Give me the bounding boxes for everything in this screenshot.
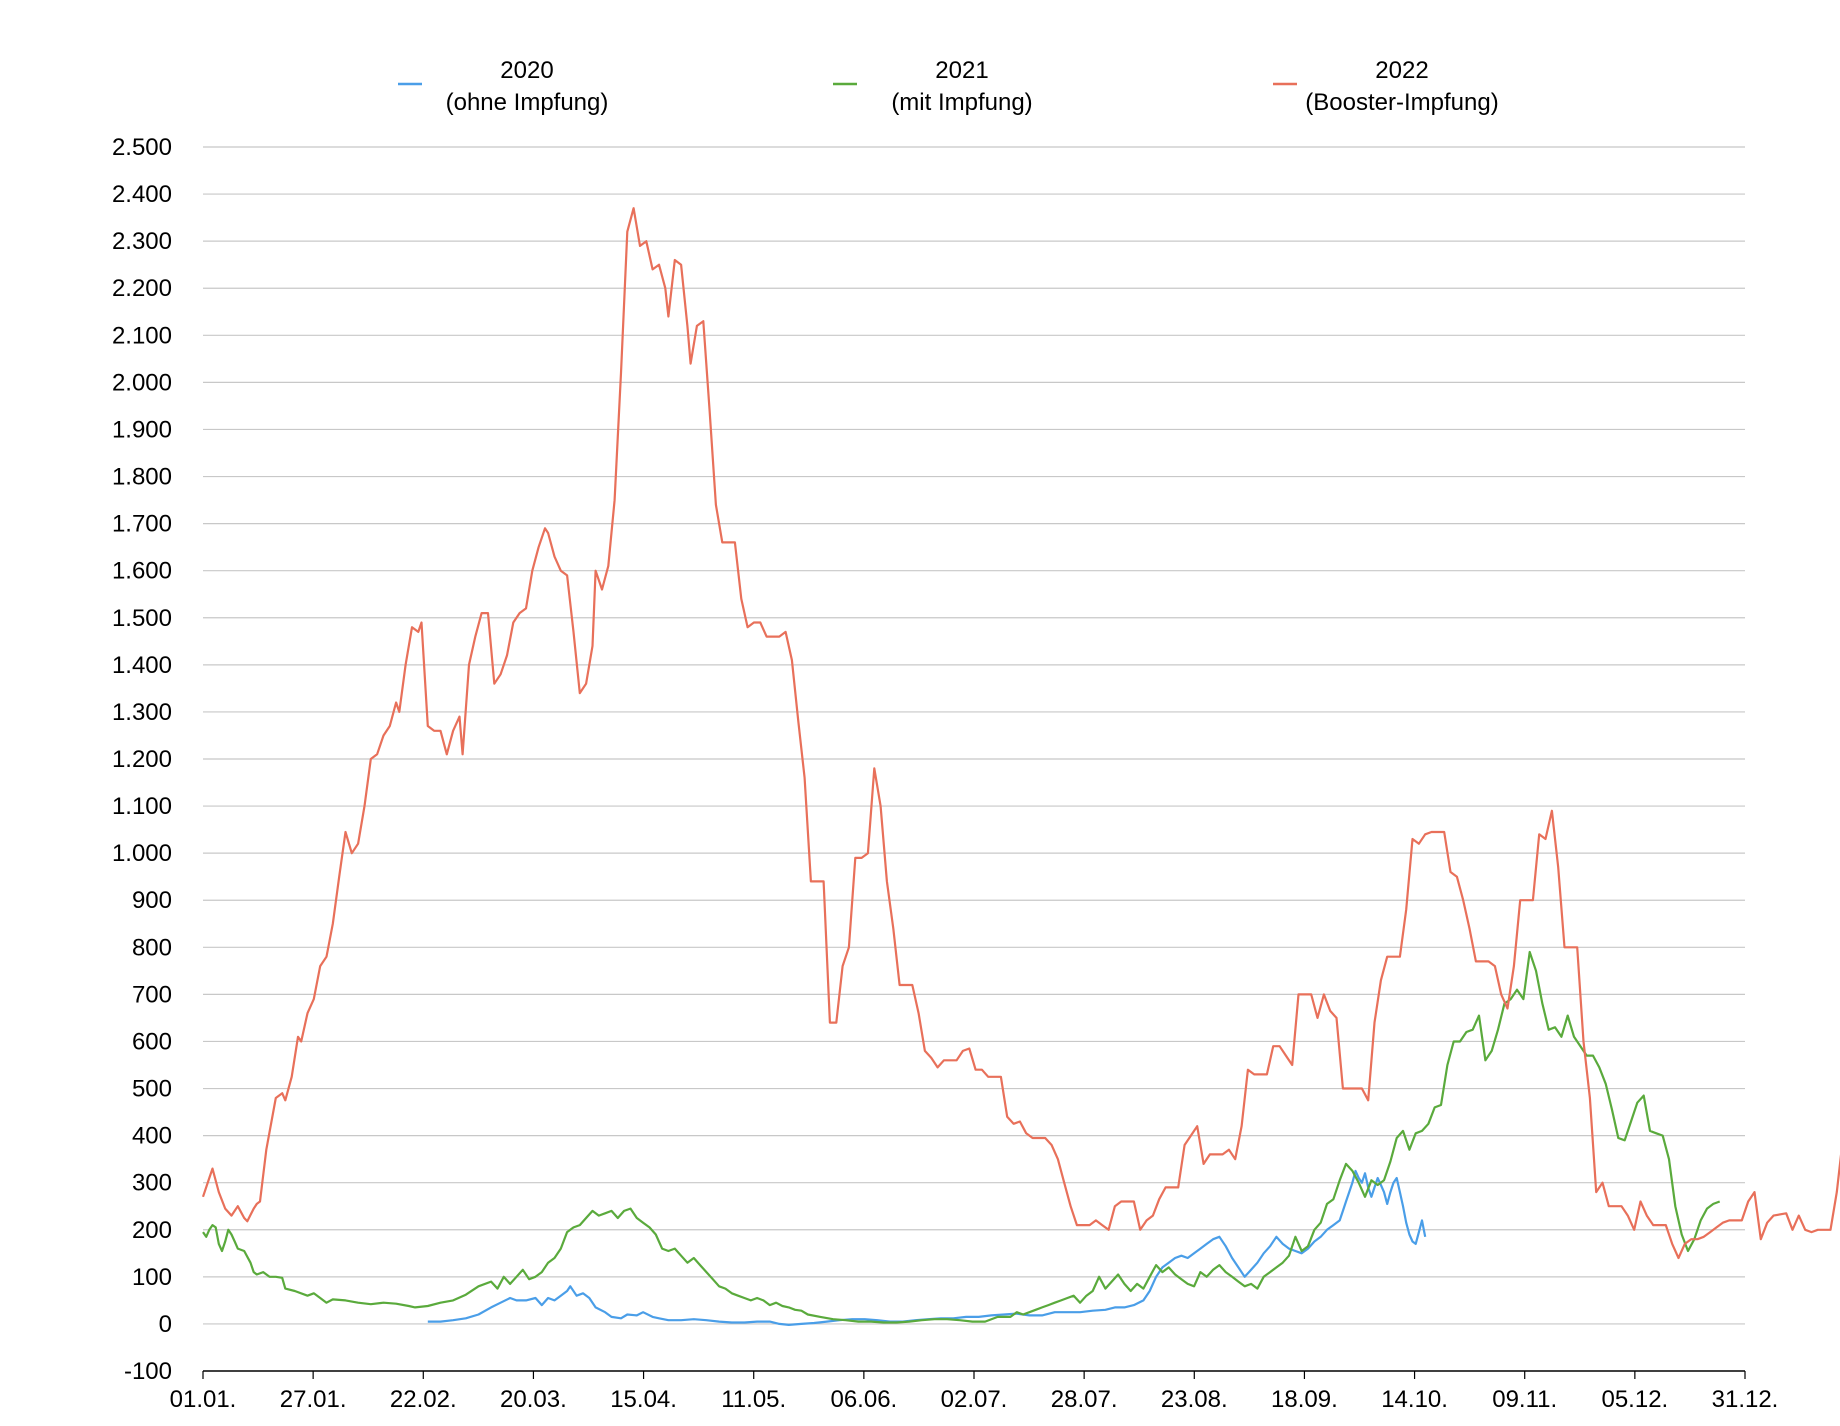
y-tick-label: 1.200 — [112, 746, 172, 773]
x-tick-label: 01.01. — [170, 1386, 237, 1413]
x-tick-label: 06.06. — [830, 1386, 897, 1413]
y-tick-label: 2.000 — [112, 369, 172, 396]
legend-label-year: 2020 — [500, 57, 553, 84]
y-tick-label: 1.600 — [112, 558, 172, 585]
y-tick-label: 900 — [132, 887, 172, 914]
y-tick-label: 2.200 — [112, 275, 172, 302]
x-tick-label: 11.05. — [721, 1386, 786, 1413]
y-tick-label: -100 — [124, 1358, 172, 1385]
series-line-2020 — [427, 1169, 1427, 1326]
x-tick-label: 31.12. — [1712, 1386, 1779, 1413]
y-tick-label: 2.300 — [112, 228, 172, 255]
y-tick-label: 700 — [132, 981, 172, 1008]
x-tick-label: 02.07. — [941, 1386, 1008, 1413]
legend-label-desc: (ohne Impfung) — [446, 89, 609, 116]
y-tick-label: 500 — [132, 1076, 172, 1103]
x-tick-label: 18.09. — [1271, 1386, 1338, 1413]
y-tick-label: 1.500 — [112, 605, 172, 632]
y-tick-label: 1.700 — [112, 511, 172, 538]
x-tick-label: 22.02. — [390, 1386, 457, 1413]
legend-item-2022: 2022 (Booster-Impfung) — [1273, 57, 1499, 116]
legend-label-desc: (Booster-Impfung) — [1305, 89, 1498, 116]
y-tick-label: 1.400 — [112, 652, 172, 679]
x-tick-label: 09.11. — [1492, 1386, 1557, 1413]
x-tick-label: 20.03. — [500, 1386, 567, 1413]
gridlines — [203, 146, 1745, 1325]
x-tick-label: 05.12. — [1601, 1386, 1668, 1413]
y-tick-label: 1.300 — [112, 699, 172, 726]
y-tick-label: 2.100 — [112, 322, 172, 349]
y-axis: -100 0 100 200 300 400 500 600 700 800 900 1.000 1.1… — [112, 134, 172, 1385]
y-tick-label: 1.900 — [112, 416, 172, 443]
y-tick-label: 600 — [132, 1028, 172, 1055]
y-tick-label: 400 — [132, 1123, 172, 1150]
x-tick-label: 28.07. — [1051, 1386, 1118, 1413]
y-tick-label: 300 — [132, 1170, 172, 1197]
y-tick-label: 200 — [132, 1217, 172, 1244]
y-tick-label: 800 — [132, 934, 172, 961]
y-tick-label: 1.100 — [112, 793, 172, 820]
y-tick-label: 1.800 — [112, 464, 172, 491]
y-tick-label: 100 — [132, 1264, 172, 1291]
x-tick-label: 15.04. — [610, 1386, 677, 1413]
y-tick-label: 0 — [159, 1311, 172, 1338]
legend-label-year: 2022 — [1375, 57, 1428, 84]
legend-item-2020: 2020 (ohne Impfung) — [398, 57, 608, 116]
x-axis: 01.01. 27.01. 22.02. 20.03. 15.04. 11.05. 06.0… — [170, 1370, 1779, 1413]
legend: 2020 (ohne Impfung) 2021 (mit Impfung) 2022 (… — [398, 57, 1499, 116]
y-tick-label: 1.000 — [112, 840, 172, 867]
legend-label-desc: (mit Impfung) — [891, 89, 1032, 116]
x-tick-label: 14.10. — [1381, 1386, 1448, 1413]
y-tick-label: 2.400 — [112, 181, 172, 208]
x-tick-label: 23.08. — [1161, 1386, 1228, 1413]
series-lines — [201, 207, 1840, 1326]
x-tick-label: 27.01. — [280, 1386, 347, 1413]
series-line-2022 — [201, 207, 1840, 1260]
legend-item-2021: 2021 (mit Impfung) — [833, 57, 1033, 116]
series-line-2021 — [202, 950, 1721, 1324]
y-tick-label: 2.500 — [112, 134, 172, 161]
legend-label-year: 2021 — [935, 57, 988, 84]
